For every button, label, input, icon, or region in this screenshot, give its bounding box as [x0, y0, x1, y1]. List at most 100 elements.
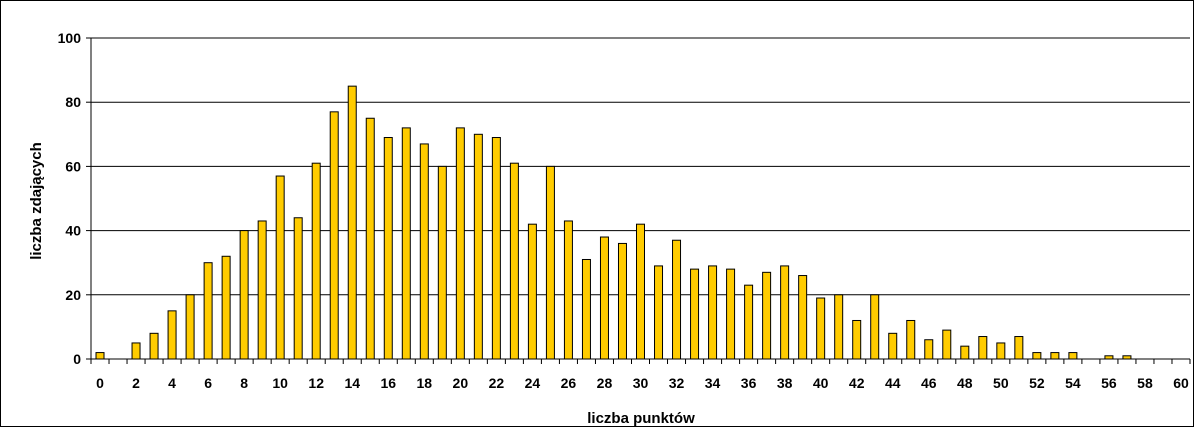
- x-tick-label: 60: [1173, 375, 1189, 391]
- bar-17: [401, 127, 411, 360]
- x-tick-label: 56: [1101, 375, 1117, 391]
- bar-24: [527, 223, 537, 360]
- bar-6: [203, 262, 213, 360]
- y-tick-label: 80: [65, 94, 81, 110]
- x-tick-label: 12: [308, 375, 324, 391]
- x-tick-label: 46: [921, 375, 937, 391]
- x-tick-label: 6: [204, 375, 212, 391]
- bar-16: [383, 137, 393, 360]
- bar-36: [744, 284, 754, 360]
- bar-14: [347, 85, 357, 360]
- x-tick-label: 26: [561, 375, 577, 391]
- x-tick-label: 16: [380, 375, 396, 391]
- bar-48: [960, 345, 970, 360]
- bar-4: [167, 310, 177, 360]
- y-tick-label: 40: [65, 223, 81, 239]
- x-tick-label: 44: [885, 375, 901, 391]
- bar-49: [978, 336, 988, 360]
- x-tick-label: 38: [777, 375, 793, 391]
- axes: [86, 37, 1191, 364]
- y-tick-label: 0: [73, 351, 81, 367]
- bar-51: [1014, 336, 1024, 360]
- bar-3: [149, 332, 159, 360]
- x-tick-label: 58: [1137, 375, 1153, 391]
- bar-10: [275, 175, 285, 360]
- bar-37: [762, 271, 772, 360]
- x-tick-label: 52: [1029, 375, 1045, 391]
- x-tick-label: 36: [741, 375, 757, 391]
- bar-29: [617, 242, 627, 360]
- y-tick-labels: 0 20 40 60 80 100: [58, 30, 82, 367]
- bar-5: [185, 294, 195, 360]
- x-tick-label: 8: [240, 375, 248, 391]
- bar-45: [906, 319, 916, 360]
- bar-28: [599, 236, 609, 360]
- x-tick-label: 10: [272, 375, 288, 391]
- bar-21: [473, 133, 483, 360]
- x-tick-label: 14: [344, 375, 360, 391]
- bar-26: [563, 220, 573, 360]
- x-tick-label: 2: [132, 375, 140, 391]
- bar-19: [437, 165, 447, 360]
- x-tick-label: 4: [168, 375, 176, 391]
- bar-22: [491, 137, 501, 360]
- x-tick-label: 50: [993, 375, 1009, 391]
- bar-23: [509, 162, 519, 360]
- x-tick-label: 30: [633, 375, 649, 391]
- bar-47: [942, 329, 952, 360]
- y-tick-label: 20: [65, 287, 81, 303]
- grid-lines: [91, 37, 1190, 296]
- x-tick-label: 22: [489, 375, 505, 391]
- bar-46: [924, 339, 934, 360]
- bar-27: [581, 258, 591, 360]
- bar-18: [419, 143, 429, 360]
- bars: [95, 85, 1132, 360]
- bar-0: [95, 352, 105, 360]
- bar-40: [816, 297, 826, 360]
- x-axis-title: liczba punktów: [587, 410, 695, 427]
- bar-50: [996, 342, 1006, 360]
- y-tick-label: 60: [65, 158, 81, 174]
- bar-20: [455, 127, 465, 360]
- y-axis-title: liczba zdających: [28, 142, 45, 260]
- bar-9: [257, 220, 267, 360]
- bar-35: [726, 268, 736, 360]
- bar-33: [690, 268, 700, 360]
- bar-32: [672, 239, 682, 360]
- x-tick-label: 20: [453, 375, 469, 391]
- bar-31: [654, 265, 664, 360]
- bar-2: [131, 342, 141, 360]
- bar-25: [545, 165, 555, 360]
- bar-44: [888, 332, 898, 360]
- bar-7: [221, 255, 231, 360]
- bar-41: [834, 294, 844, 360]
- x-tick-label: 42: [849, 375, 865, 391]
- bar-13: [329, 111, 339, 360]
- bar-43: [870, 294, 880, 360]
- bar-53: [1050, 352, 1060, 360]
- bar-54: [1068, 352, 1078, 360]
- bar-11: [293, 217, 303, 360]
- bar-15: [365, 117, 375, 360]
- bar-34: [708, 265, 718, 360]
- bar-8: [239, 230, 249, 360]
- x-tick-label: 54: [1065, 375, 1081, 391]
- bar-38: [780, 265, 790, 360]
- x-tick-label: 40: [813, 375, 829, 391]
- x-tick-label: 24: [525, 375, 541, 391]
- x-tick-label: 48: [957, 375, 973, 391]
- bar-42: [852, 319, 862, 360]
- bar-12: [311, 162, 321, 360]
- x-tick-label: 34: [705, 375, 721, 391]
- x-tick-label: 0: [96, 375, 104, 391]
- bar-39: [798, 275, 808, 360]
- y-tick-label: 100: [58, 30, 82, 46]
- x-tick-labels: 0 2 4 6 8 10 12 14 16 18 20 22 24 26 28 30 32 34 36 38 40 42 4…: [96, 375, 1189, 391]
- bar-52: [1032, 352, 1042, 360]
- x-tick-label: 28: [597, 375, 613, 391]
- x-tick-label: 32: [669, 375, 685, 391]
- x-tick-label: 18: [417, 375, 433, 391]
- bar-30: [636, 223, 645, 360]
